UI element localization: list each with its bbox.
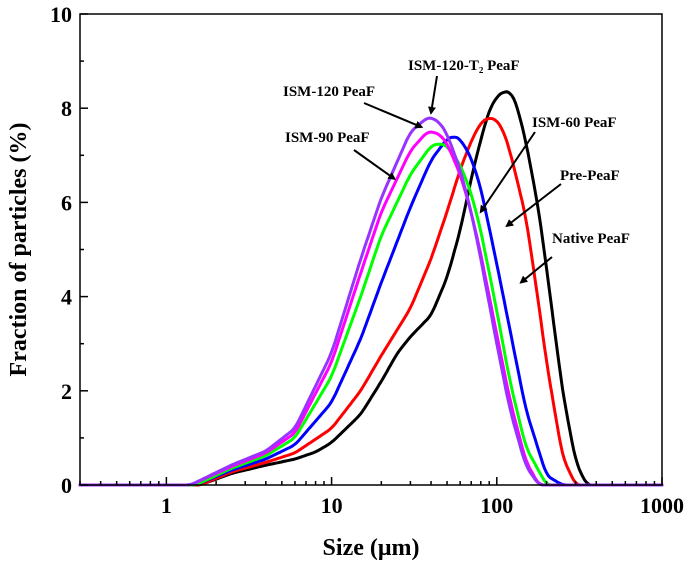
annotation-ism-90-peaf: ISM-90 PeaF xyxy=(285,130,397,181)
annotation-arrow xyxy=(519,256,553,284)
annotation-ism-120-t-peaf: ISM-120-T₂ PeaF xyxy=(408,58,520,115)
annotation-label: ISM-90 PeaF xyxy=(285,130,370,146)
annotation-label: ISM-120 PeaF xyxy=(283,84,375,100)
annotations-layer: Native PeaF Pre-PeaF ISM-60 PeaF ISM-90 Pea… xyxy=(283,58,630,284)
series-line-native-peaf xyxy=(78,90,664,487)
y-tick-label: 6 xyxy=(61,190,72,215)
series-layer xyxy=(78,90,664,487)
annotation-pre-peaf: Pre-PeaF xyxy=(505,168,620,228)
annotation-label: Pre-PeaF xyxy=(560,168,620,184)
annotation-native-peaf: Native PeaF xyxy=(519,231,630,284)
x-axis-title: Size (μm) xyxy=(323,535,420,561)
annotation-label: Native PeaF xyxy=(552,231,630,247)
x-tick-label: 1000 xyxy=(640,493,684,518)
annotation-label: ISM-120-T₂ PeaF xyxy=(408,58,520,74)
y-tick-label: 4 xyxy=(61,285,72,310)
series-line-ism-60-peaf xyxy=(78,135,664,487)
annotation-arrow xyxy=(363,102,424,129)
annotation-arrow xyxy=(353,149,397,181)
y-tick-label: 10 xyxy=(50,2,72,27)
annotation-arrow xyxy=(428,75,438,115)
x-tick-label: 1 xyxy=(161,493,172,518)
y-tick-label: 8 xyxy=(61,96,72,121)
x-tick-label: 10 xyxy=(321,493,343,518)
annotation-arrow xyxy=(505,183,562,228)
y-tick-label: 0 xyxy=(61,473,72,498)
ticks-layer: 1 10 100 1000 0 2 4 6 8 10 xyxy=(50,2,684,518)
y-axis-title: Fraction of particles (%) xyxy=(6,123,32,377)
x-tick-label: 100 xyxy=(480,493,513,518)
annotation-label: ISM-60 PeaF xyxy=(532,115,617,131)
y-tick-label: 2 xyxy=(61,379,72,404)
annotation-ism-60-peaf: ISM-60 PeaF xyxy=(479,115,617,214)
annotation-arrow xyxy=(479,131,536,214)
annotation-ism-120-peaf: ISM-120 PeaF xyxy=(283,84,424,129)
